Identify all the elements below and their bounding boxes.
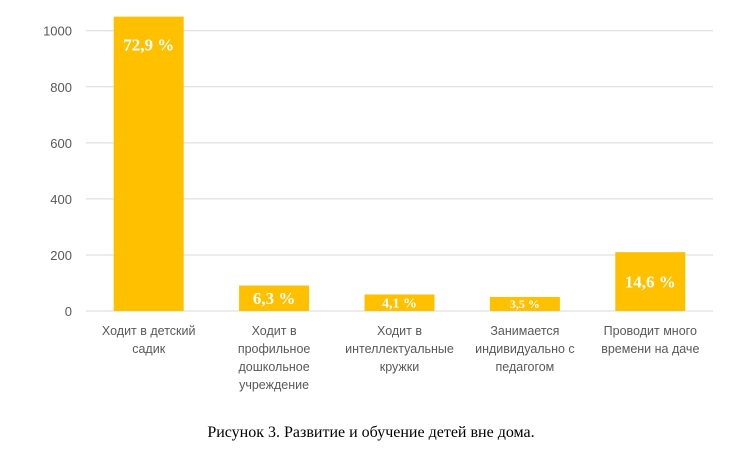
- y-tick-label: 800: [50, 80, 72, 95]
- data-label: 3,5 %: [510, 297, 540, 311]
- y-tick-label: 400: [50, 192, 72, 207]
- y-tick-label: 200: [50, 248, 72, 263]
- category-label: Ходит в профильное дошкольное учреждение: [238, 324, 311, 392]
- bar: [489, 296, 560, 311]
- bar: [615, 252, 686, 311]
- category-label: Ходит в интеллектуальные кружки: [345, 324, 454, 374]
- y-tick-label: 600: [50, 136, 72, 151]
- y-tick-label: 0: [65, 304, 72, 319]
- bar: [239, 285, 310, 311]
- category-label: Занимается индивидуально с педагогом: [475, 324, 575, 374]
- bar: [364, 294, 435, 311]
- data-label: 6,3 %: [253, 289, 296, 308]
- data-label: 72,9 %: [123, 36, 174, 55]
- bar-chart: 0 200 400 600 800 1000 72,9 % Ходит в детский са…: [43, 16, 713, 392]
- y-tick-label: 1000: [43, 24, 72, 39]
- category-label: Ходит в детский садик: [102, 324, 196, 356]
- figure-caption: Рисунок 3. Развитие и обучение детей вне…: [207, 424, 535, 441]
- bar: [113, 16, 184, 312]
- category-label: Проводит много времени на даче: [601, 324, 699, 356]
- data-label: 4,1 %: [382, 297, 417, 312]
- data-label: 14,6 %: [625, 273, 676, 292]
